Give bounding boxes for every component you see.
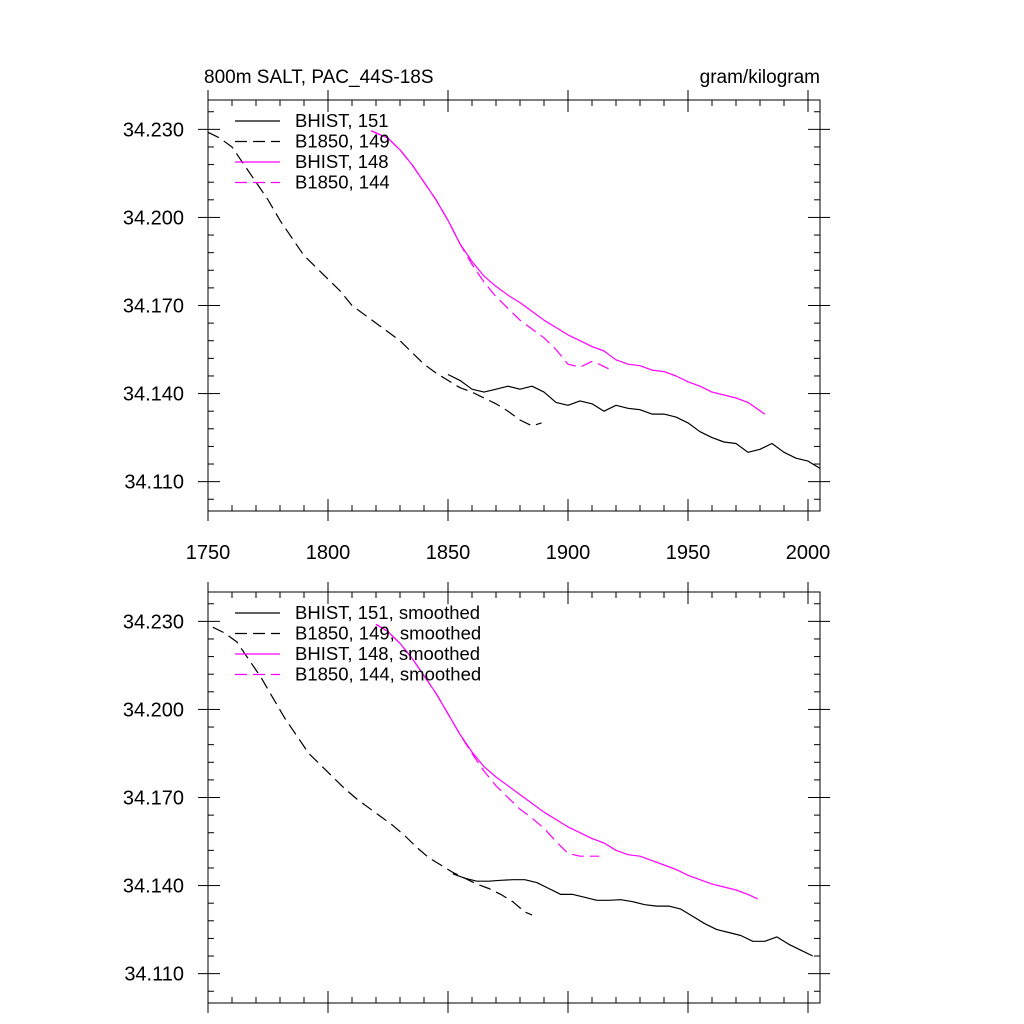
chart-title: 800m SALT, PAC_44S-18S: [204, 67, 434, 88]
series-line-2: [207, 131, 542, 427]
legend-label-1: BHIST, 151: [295, 110, 389, 131]
y-tick-label: 34.140: [123, 876, 184, 898]
series-line-4: [370, 130, 612, 371]
x-tick-label: 1950: [666, 542, 711, 564]
top-panel: 34.110 34.140 34.170 34.200 34.230 1750 1800 18…: [123, 67, 830, 564]
units-label: gram/kilogram: [700, 67, 820, 88]
series-line-3: [370, 130, 766, 415]
y-tick-label: 34.230: [123, 119, 184, 141]
y-tick-label: 34.200: [123, 207, 184, 229]
x-tick-label: 1750: [186, 542, 231, 564]
y-tick-label: 34.110: [124, 472, 184, 494]
legend-label-2: B1850, 149: [295, 131, 390, 152]
legend-label-2: B1850, 149, smoothed: [295, 623, 481, 644]
series-line-4: [375, 623, 600, 857]
y-tick-label: 34.170: [123, 296, 184, 318]
y-tick-label: 34.140: [123, 384, 184, 406]
legend-label-1: BHIST, 151, smoothed: [295, 602, 480, 623]
x-tick-label: 1850: [426, 542, 471, 564]
y-tick-label: 34.170: [123, 788, 184, 810]
y-tick-label: 34.200: [123, 699, 184, 721]
x-tick-label: 1900: [546, 542, 591, 564]
y-tick-label: 34.230: [123, 611, 184, 633]
series-line-2: [212, 626, 533, 916]
legend-label-3: BHIST, 148, smoothed: [295, 643, 480, 664]
y-tick-label: 34.110: [124, 964, 184, 986]
legend-label-4: B1850, 144, smoothed: [295, 664, 481, 685]
bottom-panel: 34.110 34.140 34.170 34.200 34.230 BHIST, 151…: [123, 582, 830, 1013]
legend-label-3: BHIST, 148: [295, 151, 389, 172]
x-tick-label: 1800: [306, 542, 351, 564]
series-line-1: [447, 373, 821, 469]
legend-label-4: B1850, 144: [295, 172, 390, 193]
series-line-1: [452, 873, 814, 957]
x-tick-label: 2000: [786, 542, 831, 564]
